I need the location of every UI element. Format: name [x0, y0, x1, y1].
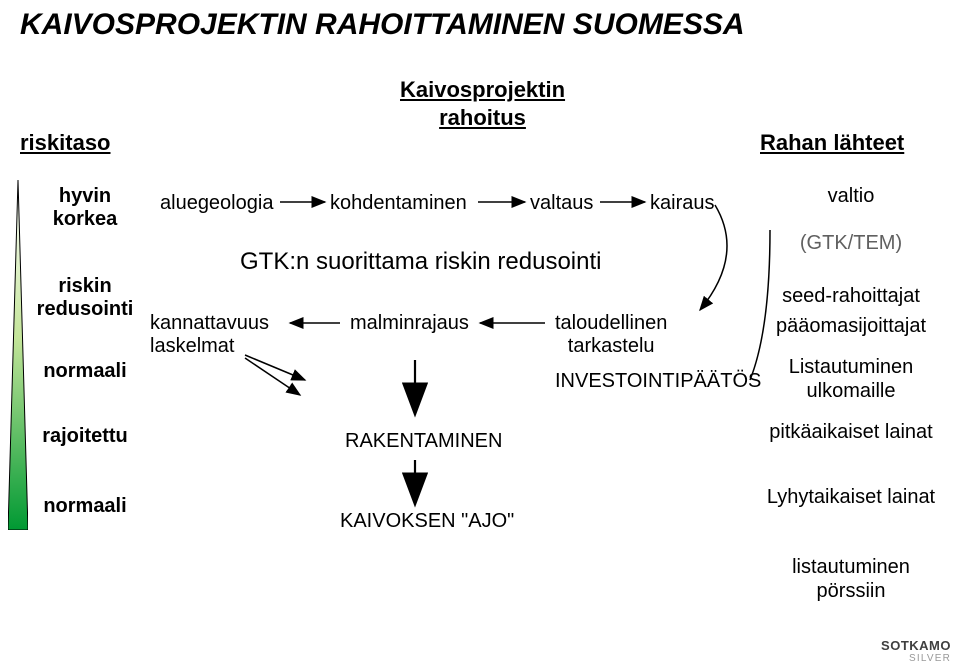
rl1-l1: riskin [58, 275, 111, 297]
risk-level-3: rajoitettu [30, 425, 140, 448]
center-heading: Kaivosprojektin rahoitus [400, 76, 565, 131]
logo-sub: SILVER [909, 653, 951, 664]
node-kannattavuus: kannattavuus laskelmat [150, 312, 269, 358]
node-kairaus: kairaus [650, 192, 714, 215]
node-aluegeologia: aluegeologia [160, 192, 273, 215]
source-valtio: valtio [756, 185, 946, 208]
kann-l2: laskelmat [150, 335, 234, 357]
risk-level-2: normaali [30, 360, 140, 383]
node-kaivoksen-ajo: KAIVOKSEN "AJO" [340, 510, 514, 533]
center-heading-l2: rahoitus [439, 105, 526, 130]
rl0-l2: korkea [53, 208, 118, 230]
tal-l1: taloudellinen [555, 312, 667, 334]
kann-l1: kannattavuus [150, 312, 269, 334]
center-heading-l1: Kaivosprojektin [400, 77, 565, 102]
risk-heading: riskitaso [20, 130, 111, 156]
source-gtk: (GTK/TEM) [756, 232, 946, 255]
risk-level-1: riskin redusointi [30, 275, 140, 321]
rl0-l1: hyvin [59, 185, 111, 207]
rl1-l2: redusointi [37, 298, 134, 320]
node-kohdentaminen: kohdentaminen [330, 192, 467, 215]
node-invest: INVESTOINTIPÄÄTÖS [555, 370, 761, 393]
tal-l2: tarkastelu [568, 335, 655, 357]
risk-level-4: normaali [30, 495, 140, 518]
risk-level-0: hyvin korkea [30, 185, 140, 231]
source-list-porssi: listautuminen pörssiin [756, 555, 946, 603]
page-title: KAIVOSPROJEKTIN RAHOITTAMINEN SUOMESSA [20, 8, 745, 42]
node-rakentaminen: RAKENTAMINEN [345, 430, 502, 453]
source-lyhyt: Lyhytaikaiset lainat [756, 485, 946, 509]
source-seed: seed-rahoittajat [756, 285, 946, 308]
right-heading: Rahan lähteet [760, 130, 904, 156]
node-taloudellinen: taloudellinen tarkastelu [555, 312, 667, 358]
risk-triangle [8, 180, 28, 530]
gtk-line: GTK:n suorittama riskin redusointi [240, 248, 601, 276]
source-pitka: pitkäaikaiset lainat [756, 420, 946, 444]
node-malminrajaus: malminrajaus [350, 312, 469, 335]
source-list-ulk: Listautuminen ulkomaille [756, 355, 946, 403]
source-paa: pääomasijoittajat [756, 315, 946, 338]
node-valtaus: valtaus [530, 192, 593, 215]
logo-brand: SOTKAMO [881, 638, 951, 653]
brand-logo: SOTKAMO SILVER [881, 639, 951, 665]
